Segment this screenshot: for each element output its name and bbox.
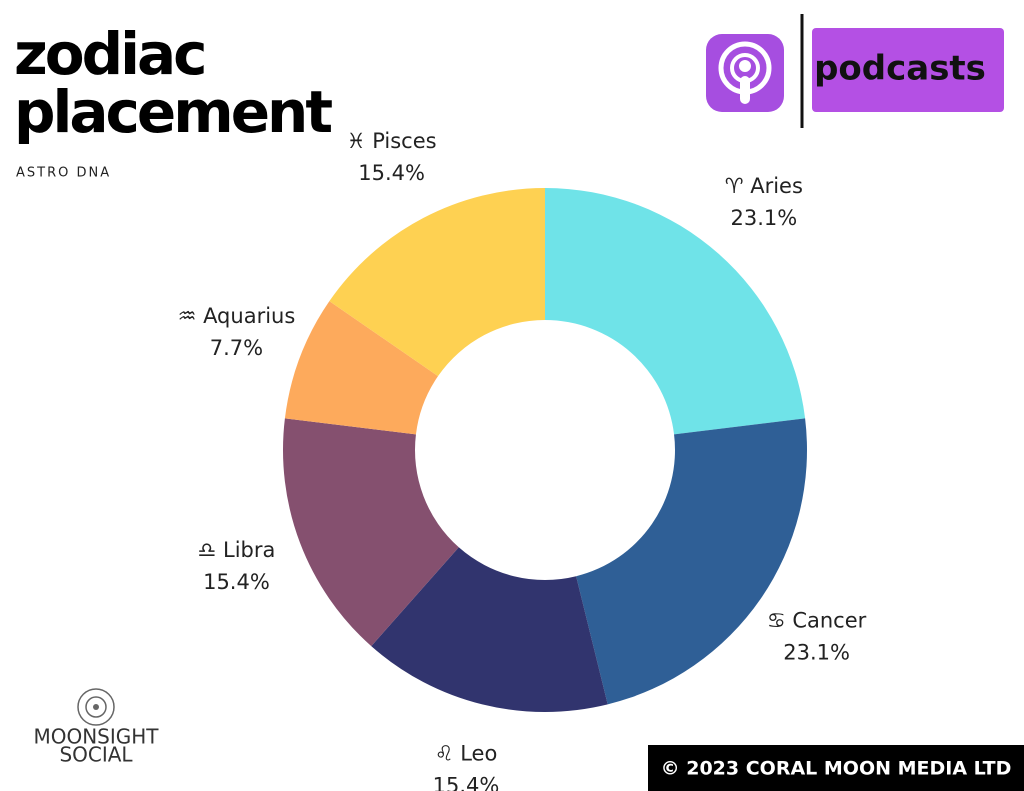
slice-label: ♎ Libra: [198, 538, 276, 562]
value-label: 7.7%: [210, 336, 263, 360]
copyright: © 2023 CORAL MOON MEDIA LTD: [661, 758, 1012, 780]
logo: [77, 688, 115, 726]
slice: [545, 188, 806, 435]
podcasts-icon: [706, 34, 784, 112]
slice-label: ♓ Pisces: [347, 129, 437, 153]
copyright-bar: [648, 745, 1024, 791]
slice-label: ♋ Cancer: [767, 608, 867, 632]
chart-subtitle: ASTRO DNA: [16, 166, 111, 181]
slice: [329, 188, 545, 377]
slice-label: ♒ Aquarius: [178, 304, 296, 328]
value-label: 15.4%: [433, 773, 500, 791]
slice: [284, 301, 439, 435]
slice: [576, 418, 807, 705]
value-label: 23.1%: [730, 206, 797, 230]
slice: [283, 418, 459, 647]
value-label: 15.4%: [203, 570, 270, 594]
logo-text: SOCIAL: [59, 743, 133, 767]
badge-text: podcasts: [814, 49, 986, 89]
slice: [371, 547, 608, 712]
value-label: 15.4%: [358, 161, 425, 185]
badge: [812, 28, 1004, 112]
logo-text: MOONSIGHT: [33, 725, 159, 749]
value-label: 23.1%: [783, 640, 850, 664]
chart-title: placement: [14, 78, 332, 146]
slice-label: ♌ Leo: [435, 741, 498, 765]
chart-title: zodiac: [14, 20, 205, 88]
slice-label: ♈ Aries: [725, 174, 803, 198]
